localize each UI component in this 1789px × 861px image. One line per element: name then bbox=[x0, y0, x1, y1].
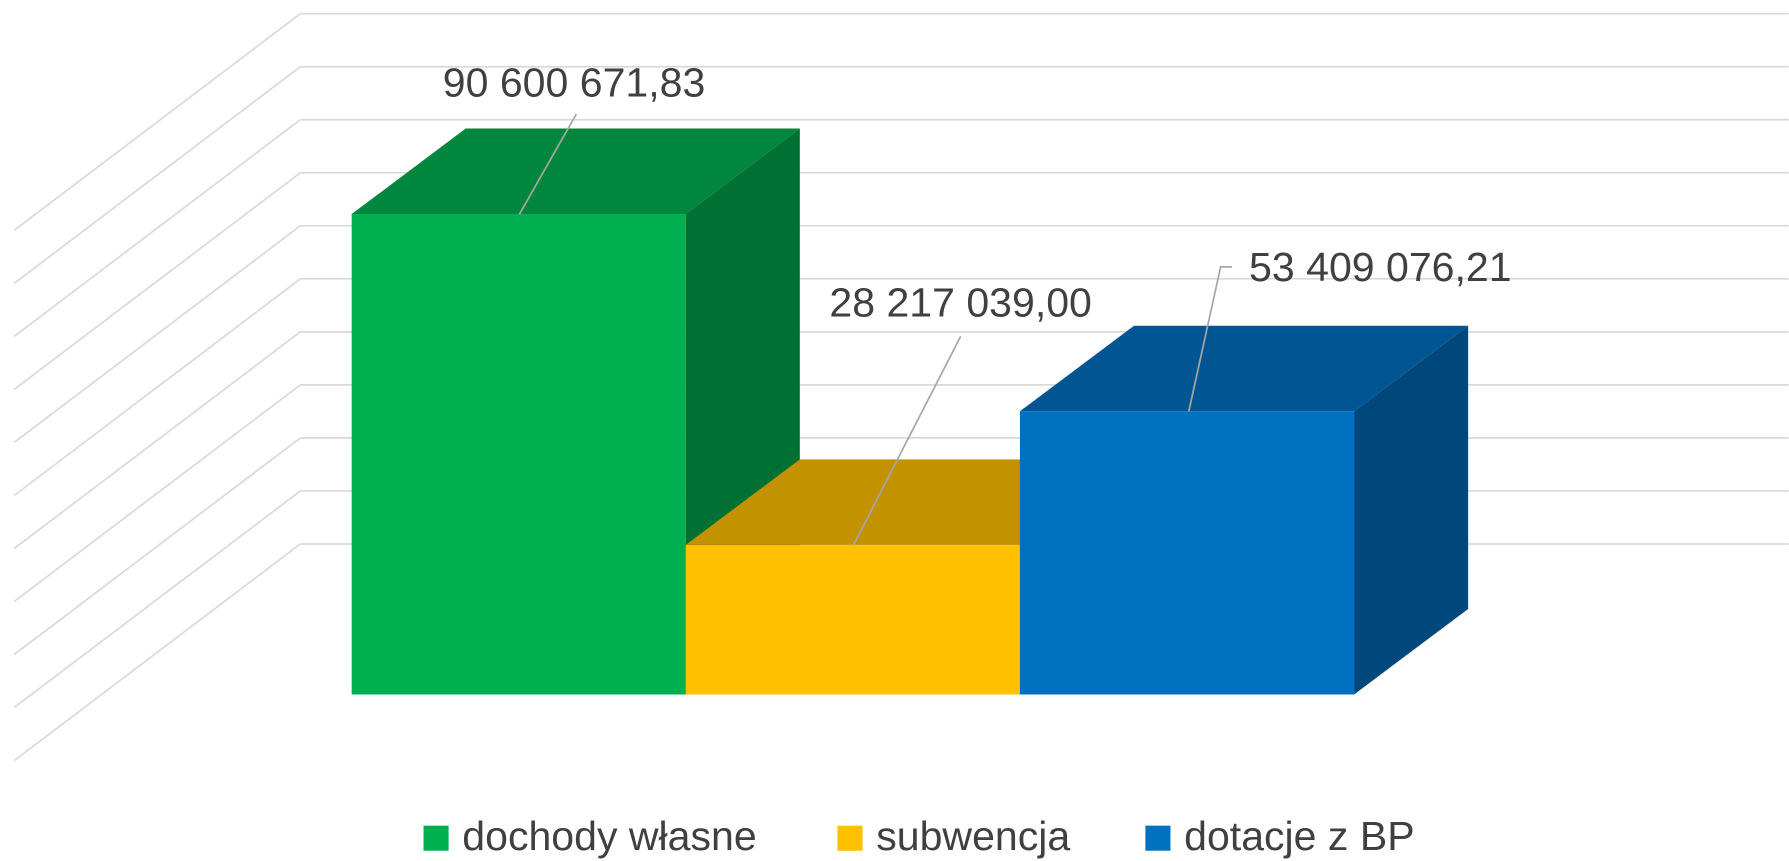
side-grid-line bbox=[13, 437, 301, 656]
side-grid-line bbox=[13, 490, 301, 709]
leader-line bbox=[852, 336, 962, 546]
data-label: 90 600 671,83 bbox=[443, 59, 706, 105]
side-grid-line bbox=[13, 331, 301, 550]
legend-swatch bbox=[837, 825, 863, 851]
side-grid-line bbox=[13, 225, 301, 444]
bar-front bbox=[1019, 411, 1355, 695]
side-grid-line bbox=[13, 119, 301, 338]
bar-front bbox=[351, 214, 686, 695]
side-grid-line bbox=[13, 172, 301, 391]
bar-side bbox=[1354, 325, 1469, 695]
leader-line bbox=[1187, 265, 1233, 412]
bar-front bbox=[685, 544, 1020, 695]
side-grid-line bbox=[13, 384, 301, 603]
side-grid-line bbox=[13, 13, 301, 232]
bar-top bbox=[351, 128, 800, 215]
side-grid-line bbox=[13, 278, 301, 497]
data-label: 53 409 076,21 bbox=[1249, 244, 1512, 290]
legend-label: subwencja bbox=[876, 813, 1070, 859]
legend-swatch bbox=[1145, 825, 1171, 851]
bar-top bbox=[1019, 325, 1469, 412]
legend-label: dochody własne bbox=[462, 813, 756, 859]
legend-label: dotacje z BP bbox=[1184, 813, 1414, 859]
legend-swatch bbox=[423, 825, 449, 851]
side-grid-line bbox=[13, 66, 301, 285]
leader-line bbox=[518, 113, 578, 215]
side-grid-line bbox=[13, 543, 301, 762]
data-label: 28 217 039,00 bbox=[829, 279, 1092, 325]
